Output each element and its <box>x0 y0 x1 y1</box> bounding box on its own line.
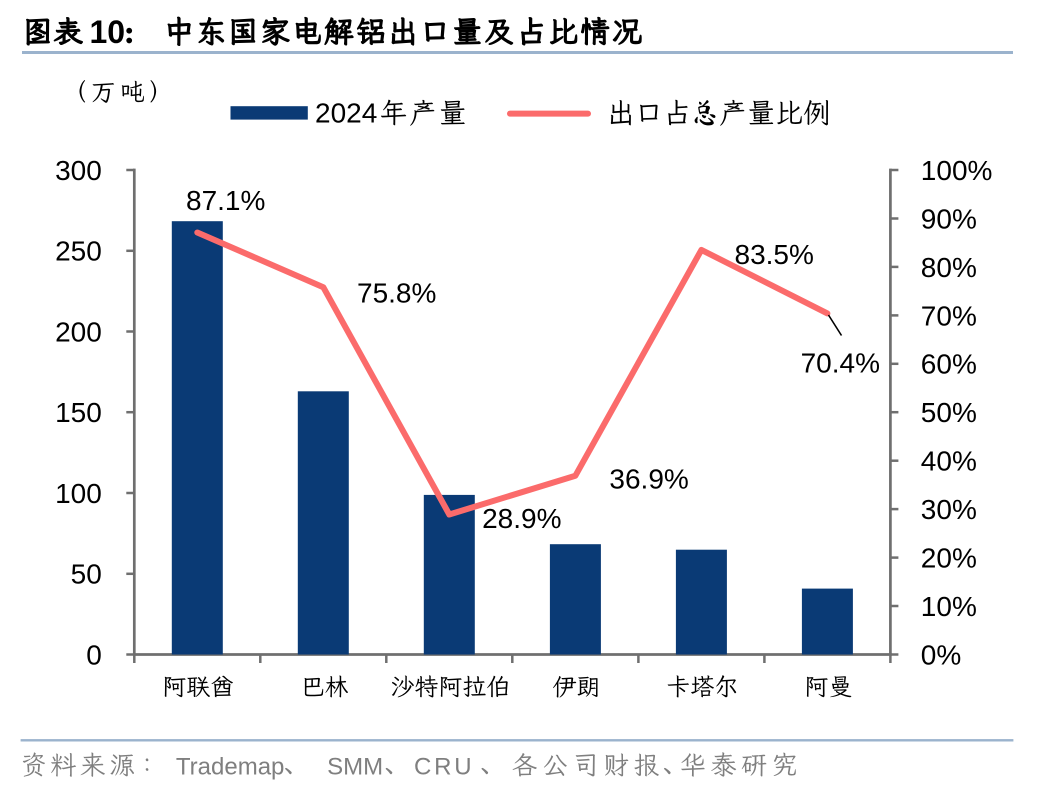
svg-text:2024: 2024 <box>315 98 377 129</box>
svg-text:300: 300 <box>55 155 102 186</box>
svg-text:0%: 0% <box>921 639 961 670</box>
svg-text:150: 150 <box>55 397 102 428</box>
svg-text:83.5%: 83.5% <box>735 239 814 270</box>
svg-text:0: 0 <box>86 639 102 670</box>
svg-text:SMM: SMM <box>327 754 383 781</box>
svg-text:60%: 60% <box>921 349 977 380</box>
svg-text:20%: 20% <box>921 543 977 574</box>
svg-text:10%: 10% <box>921 591 977 622</box>
svg-text:80%: 80% <box>921 252 977 283</box>
svg-text:50%: 50% <box>921 397 977 428</box>
svg-text:30%: 30% <box>921 494 977 525</box>
svg-text:28.9%: 28.9% <box>482 503 561 534</box>
svg-text:36.9%: 36.9% <box>609 464 688 495</box>
svg-text:40%: 40% <box>921 446 977 477</box>
svg-text:70%: 70% <box>921 300 977 331</box>
svg-text:87.1%: 87.1% <box>186 185 265 216</box>
svg-text:250: 250 <box>55 236 102 267</box>
svg-text:50: 50 <box>71 559 102 590</box>
svg-text:75.8%: 75.8% <box>357 277 436 308</box>
svg-text:CRU: CRU <box>414 754 474 781</box>
svg-text:200: 200 <box>55 316 102 347</box>
svg-text:10: 10 <box>90 14 126 50</box>
svg-text:90%: 90% <box>921 203 977 234</box>
svg-text:100%: 100% <box>921 155 993 186</box>
svg-text:Trademap: Trademap <box>176 754 285 781</box>
svg-text:70.4%: 70.4% <box>801 348 880 379</box>
svg-text:100: 100 <box>55 478 102 509</box>
